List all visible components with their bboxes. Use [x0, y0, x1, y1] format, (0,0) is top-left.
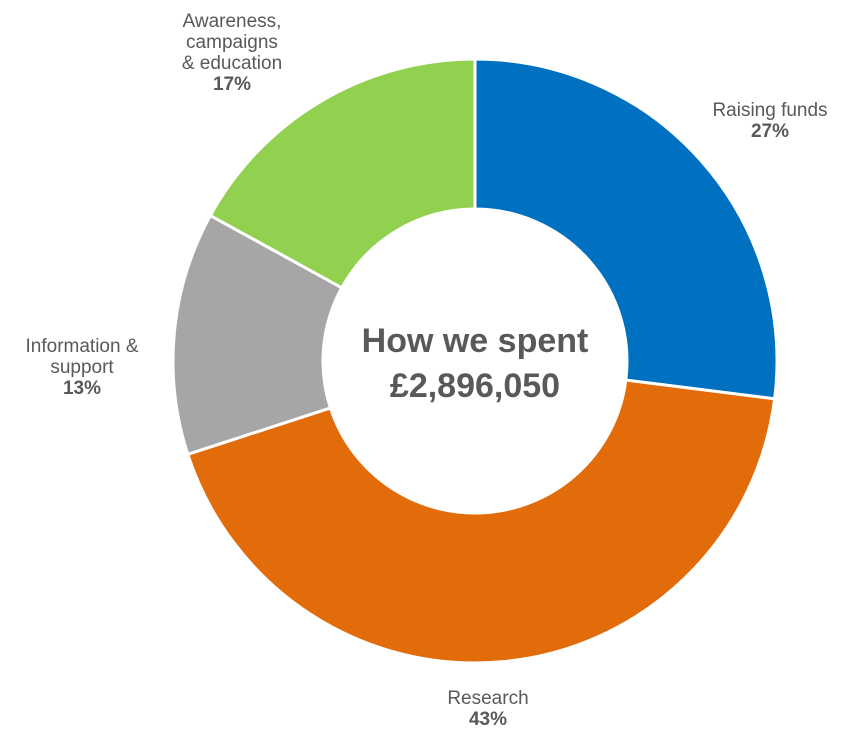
- slice-label-text: Awareness,: [183, 11, 282, 32]
- slice-label-text: & education: [182, 53, 282, 74]
- slice-raising-funds: [473, 57, 779, 401]
- slice-label-text: campaigns: [186, 32, 278, 53]
- donut-slices: [171, 57, 779, 665]
- slice-research: [185, 378, 777, 665]
- slice-awareness-campaigns-education: [208, 57, 477, 290]
- slice-label-text: Information &: [26, 336, 139, 357]
- slice-label-text: support: [50, 357, 114, 378]
- slice-percent-label: 27%: [751, 121, 789, 142]
- slice-label-text: Raising funds: [712, 100, 827, 121]
- slice-label-text: Research: [447, 688, 528, 709]
- slice-percent-label: 17%: [213, 74, 251, 95]
- center-total: £2,896,050: [390, 367, 560, 405]
- slice-percent-label: 13%: [63, 378, 101, 399]
- slice-percent-label: 43%: [469, 709, 507, 730]
- center-title: How we spent: [362, 322, 589, 360]
- slice-information-support: [171, 213, 344, 457]
